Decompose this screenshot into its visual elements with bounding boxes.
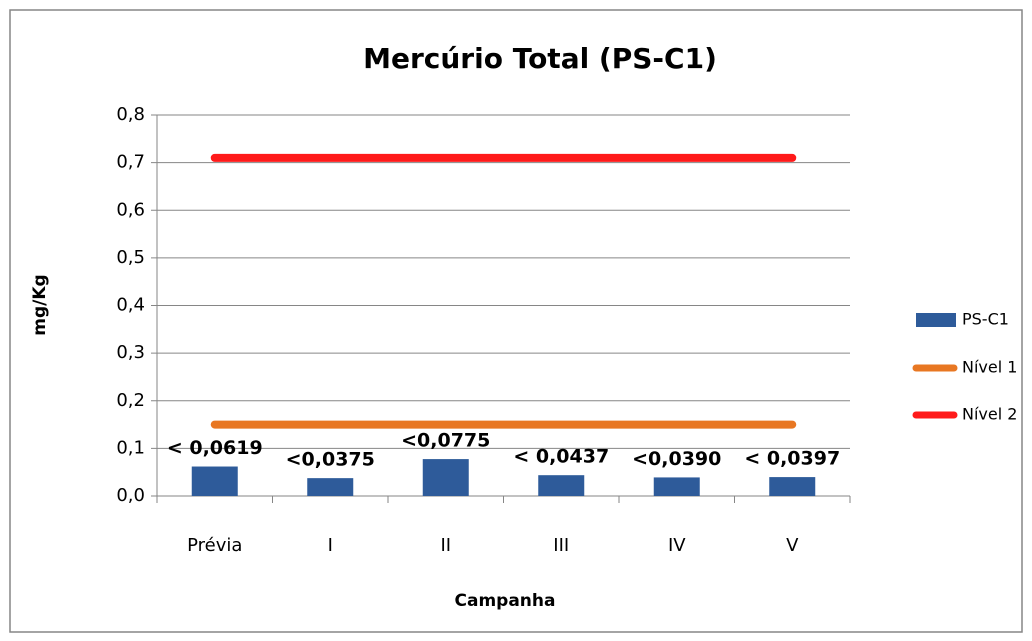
x-tick-label: I — [328, 535, 333, 556]
chart-border — [9, 9, 1023, 633]
data-label: <0,0375 — [286, 449, 375, 471]
y-tick-label: 0,6 — [116, 199, 145, 220]
bar — [653, 477, 700, 496]
y-tick-label: 0,8 — [116, 104, 145, 125]
bar — [191, 466, 238, 496]
y-tick-label: 0,7 — [116, 152, 145, 173]
bar — [422, 459, 469, 496]
data-label: < 0,0397 — [744, 448, 840, 470]
y-tick-label: 0,3 — [116, 342, 145, 363]
x-tick-label: Prévia — [187, 535, 242, 556]
y-tick-label: 0,4 — [116, 295, 145, 316]
x-tick-label: III — [553, 535, 569, 556]
bar — [307, 478, 354, 496]
chart-title: Mercúrio Total (PS-C1) — [363, 42, 717, 75]
bar — [769, 477, 816, 496]
data-label: < 0,0437 — [513, 446, 609, 468]
x-tick-label: IV — [668, 535, 686, 556]
bar — [538, 475, 585, 496]
y-axis-label: mg/Kg — [30, 274, 50, 335]
x-tick-label: V — [786, 535, 799, 556]
y-tick-label: 0,0 — [116, 485, 145, 506]
legend-swatch — [916, 313, 956, 327]
legend-label: Nível 1 — [962, 358, 1017, 377]
y-tick-label: 0,2 — [116, 390, 145, 411]
data-label: <0,0390 — [632, 448, 721, 470]
legend-label: Nível 2 — [962, 405, 1017, 424]
legend-label: PS-C1 — [962, 310, 1009, 329]
data-label: <0,0775 — [401, 430, 490, 452]
x-axis-label: Campanha — [455, 591, 556, 611]
x-tick-label: II — [440, 535, 451, 556]
y-tick-label: 0,5 — [116, 247, 145, 268]
y-tick-label: 0,1 — [116, 437, 145, 458]
data-label: < 0,0619 — [167, 437, 263, 459]
